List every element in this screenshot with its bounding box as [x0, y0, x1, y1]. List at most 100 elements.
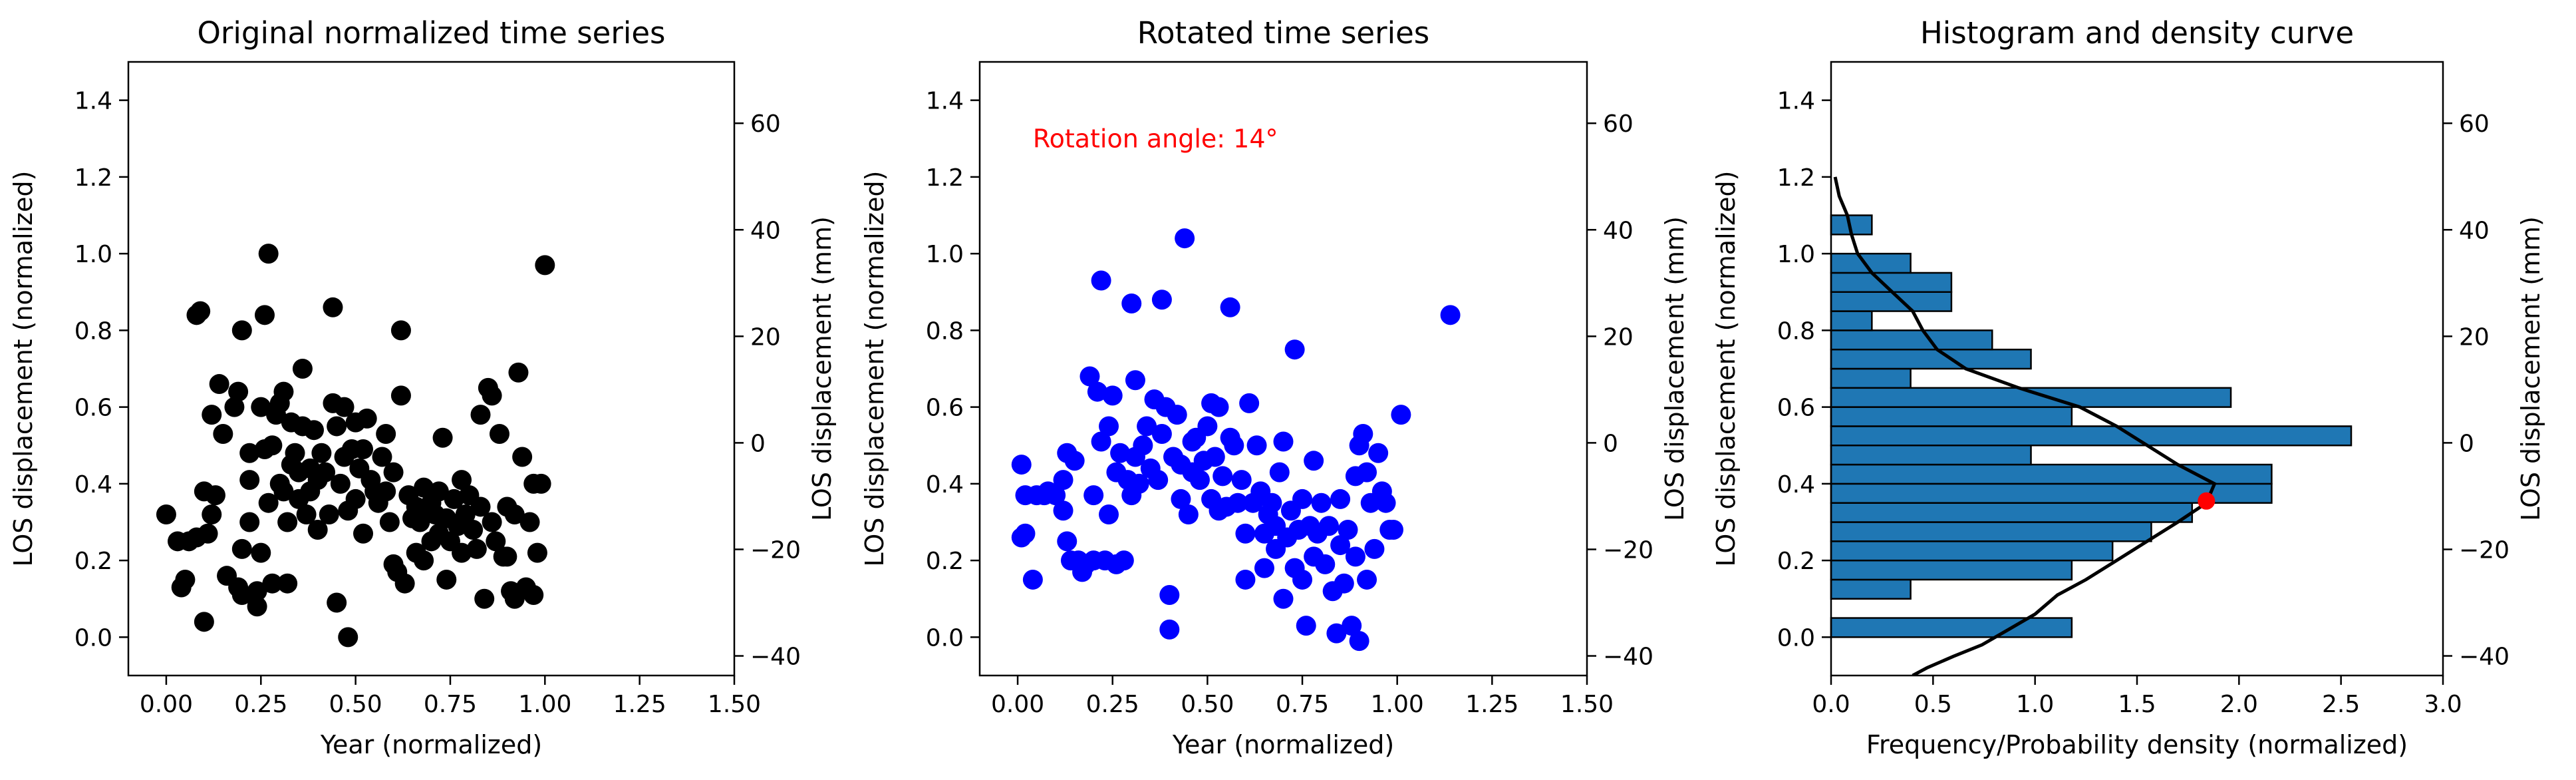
plot-area: [1830, 176, 2353, 676]
histogram-bar: [1830, 521, 2152, 542]
y-tick-label: 0.4: [1777, 471, 1815, 498]
data-point: [1368, 443, 1389, 463]
x-tick-label: 0.25: [1086, 691, 1139, 718]
data-point: [1330, 535, 1351, 556]
histogram-bar: [1830, 329, 1993, 351]
data-point: [372, 447, 392, 467]
y-tick-label: 0.4: [926, 471, 964, 498]
y2-tick-label: 0: [2459, 430, 2474, 457]
x-tick-label: 1.0: [2016, 691, 2054, 718]
data-point: [1292, 569, 1313, 590]
data-point: [1383, 520, 1403, 540]
data-point: [1254, 558, 1274, 578]
data-point: [1121, 293, 1142, 314]
data-point: [311, 443, 332, 463]
data-point: [228, 381, 249, 402]
chart-panel-2: 0.00 0.25 0.50 0.75 1.00 1.25 1.500.00.20.40.6…: [860, 15, 1689, 759]
y2-tick-label: −40: [750, 644, 801, 671]
y2-tick-label: 20: [1603, 323, 1634, 351]
data-point: [376, 481, 396, 502]
y2-tick-label: 20: [750, 323, 781, 351]
data-point: [345, 488, 366, 509]
x-tick-label: 0.50: [329, 691, 382, 718]
y-tick-label: 0.8: [1777, 317, 1815, 345]
data-point: [390, 320, 411, 341]
data-point: [376, 423, 396, 444]
histogram-bar: [1830, 617, 2073, 638]
data-point: [390, 385, 411, 406]
data-point: [470, 405, 491, 425]
data-point: [1083, 485, 1104, 506]
data-point: [1159, 584, 1180, 605]
data-point: [489, 423, 509, 444]
chart-title: Histogram and density curve: [1920, 15, 2354, 51]
y-tick-label: 0.6: [1777, 395, 1815, 422]
y2-axis-label: LOS displacement (mm): [2516, 216, 2545, 521]
data-point: [353, 439, 374, 460]
x-tick-label: 0.0: [1812, 691, 1850, 718]
data-point: [224, 397, 245, 417]
data-point: [273, 481, 294, 502]
data-point: [357, 408, 377, 429]
y-tick-label: 0.2: [1777, 548, 1815, 575]
histogram-bar: [1830, 310, 1873, 331]
data-point: [323, 297, 343, 317]
data-point: [1175, 228, 1195, 249]
x-axis-label: Frequency/Probability density (normalize…: [1866, 730, 2408, 759]
data-point: [1129, 473, 1149, 494]
data-point: [466, 538, 487, 559]
y2-tick-label: 40: [750, 217, 781, 244]
data-point: [156, 504, 176, 524]
data-point: [444, 488, 464, 509]
data-point: [262, 573, 283, 594]
data-point: [1239, 393, 1260, 413]
data-point: [1273, 588, 1294, 609]
data-point: [1213, 466, 1233, 487]
data-point: [482, 385, 502, 406]
y-tick-label: 1.4: [1777, 88, 1815, 115]
data-point: [504, 504, 525, 524]
data-point: [1262, 492, 1282, 513]
data-point: [1228, 492, 1248, 513]
chart-title: Original normalized time series: [198, 15, 666, 51]
data-point: [1022, 569, 1043, 590]
data-point: [1391, 405, 1411, 425]
data-point: [1440, 305, 1461, 325]
y-tick-label: 0.0: [1777, 624, 1815, 652]
data-point: [194, 612, 214, 632]
data-point: [1220, 297, 1240, 317]
data-point: [1133, 435, 1153, 456]
y2-tick-label: 60: [750, 110, 781, 138]
data-point: [1102, 385, 1123, 406]
y2-axis-label: LOS displacement (mm): [1660, 216, 1689, 521]
data-point: [1224, 435, 1244, 456]
x-tick-label: 0.25: [234, 691, 287, 718]
data-point: [1053, 470, 1073, 490]
chart-panel-3: 0.0 0.5 1.0 1.5 2.0 2.5 3.0 0.0 0.2 0.4 0.6 0.8 1.0 1…: [1711, 15, 2545, 759]
x-tick-label: 1.5: [2118, 691, 2156, 718]
y2-tick-label: 20: [2459, 323, 2490, 351]
y2-axis-label: LOS displacement (mm): [807, 216, 837, 521]
data-point: [523, 584, 544, 605]
y-tick-label: 0.6: [74, 395, 112, 422]
data-point: [1151, 423, 1172, 444]
data-point: [258, 244, 279, 264]
data-point: [512, 447, 533, 467]
y-tick-label: 0.6: [926, 395, 964, 422]
data-point: [1330, 488, 1351, 509]
data-point: [455, 504, 476, 524]
x-tick-label: 2.0: [2220, 691, 2258, 718]
x-tick-label: 3.0: [2424, 691, 2462, 718]
data-point: [470, 496, 491, 517]
data-point: [1353, 423, 1373, 444]
data-point: [1315, 554, 1336, 574]
y2-tick-label: 40: [2459, 217, 2490, 244]
y-tick-label: 0.0: [74, 624, 112, 652]
data-point: [1364, 538, 1385, 559]
data-point: [277, 573, 298, 594]
y2-tick-label: −40: [2459, 644, 2509, 671]
y2-tick-label: −20: [1603, 536, 1653, 564]
histogram-bar: [1830, 291, 1953, 312]
x-tick-label: 1.00: [518, 691, 571, 718]
